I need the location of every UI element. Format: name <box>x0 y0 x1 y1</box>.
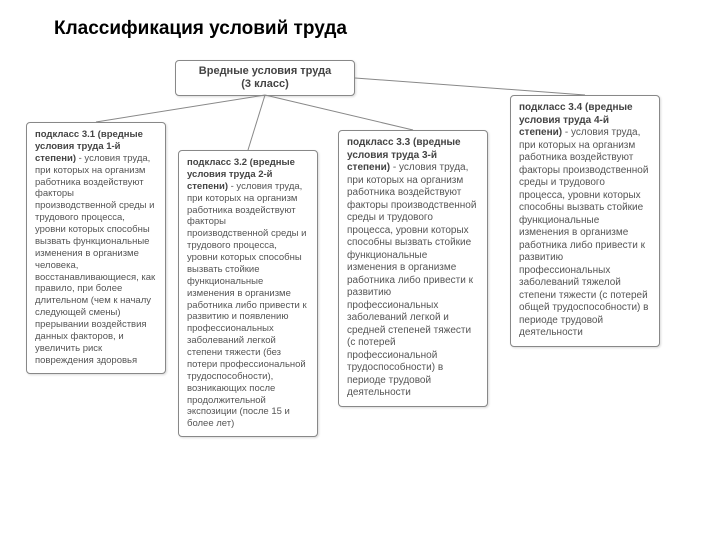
column-c31: подкласс 3.1 (вредные условия труда 1-й … <box>26 122 166 374</box>
column-c32: подкласс 3.2 (вредные условия труда 2-й … <box>178 150 318 437</box>
column-body: - условия труда, при которых на организм… <box>347 162 476 398</box>
column-c33: подкласс 3.3 (вредные условия труда 3-й … <box>338 130 488 407</box>
header-box: Вредные условия труда (3 класс) <box>175 60 355 96</box>
header-line1: Вредные условия труда <box>184 65 346 78</box>
page-title: Классификация условий труда <box>54 18 347 40</box>
header-line2: (3 класс) <box>184 78 346 91</box>
column-body: - условия труда, при которых на организм… <box>35 153 155 366</box>
column-body: - условия труда, при которых на организм… <box>187 181 307 430</box>
column-body: - условия труда, при которых на организм… <box>519 127 648 338</box>
column-c34: подкласс 3.4 (вредные условия труда 4-й … <box>510 95 660 347</box>
